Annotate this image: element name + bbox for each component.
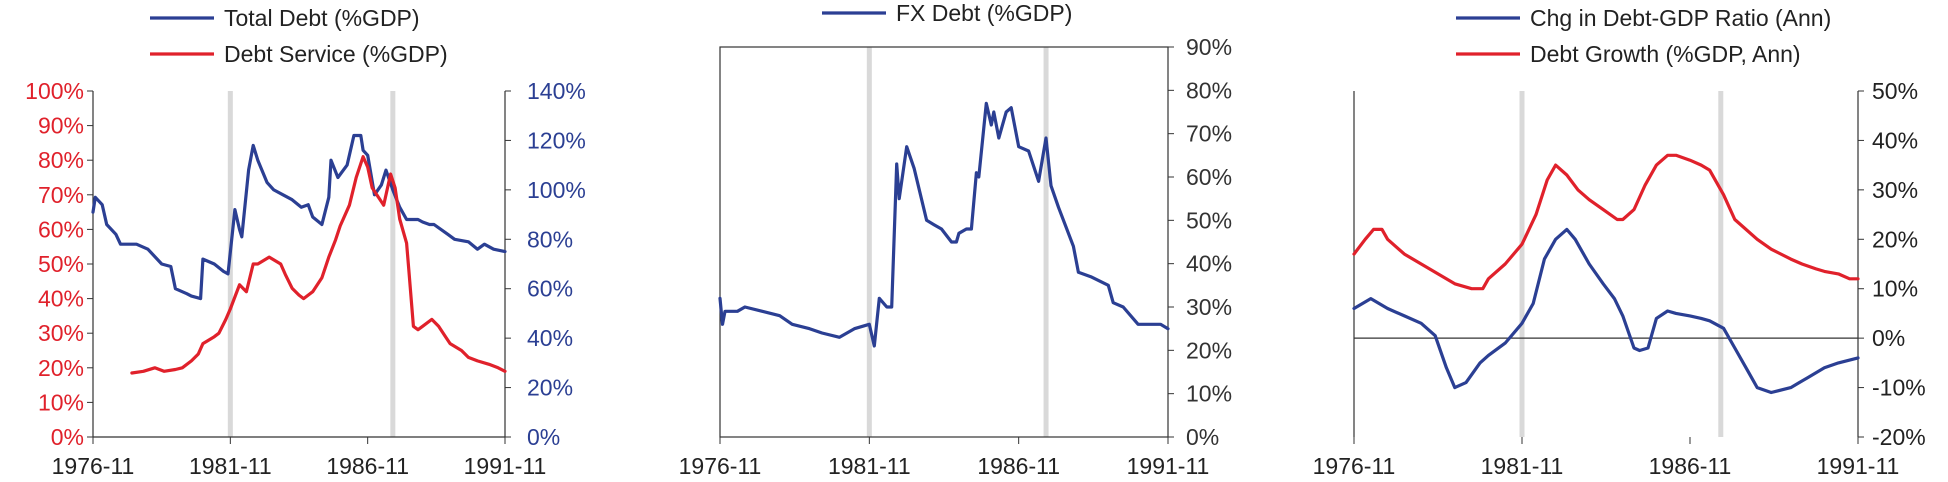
right-tick-label: 120% xyxy=(527,127,586,153)
series-line xyxy=(1352,227,1860,395)
left-tick-label: 90% xyxy=(38,113,84,139)
chart-3: -20% -10% 0% 10% 20% 30% 40% 50% 1976-11 1981-11 1… xyxy=(1313,5,1926,479)
right-tick-label: 0% xyxy=(527,424,560,450)
right-tick-label: 80% xyxy=(1186,77,1232,103)
right-tick-label: 40% xyxy=(527,325,573,351)
right-tick-label: 0% xyxy=(1186,424,1219,450)
series-line xyxy=(91,133,507,301)
chart-2: 0% 10% 20% 30% 40% 50% 60% 70% 80% 90% 1976-11 1981… xyxy=(679,0,1232,479)
left-tick-label: 40% xyxy=(38,286,84,312)
right-tick-label: -20% xyxy=(1872,424,1926,450)
legend-label: Total Debt (%GDP) xyxy=(224,5,420,31)
right-tick-label: 60% xyxy=(527,276,573,302)
right-tick-label: 60% xyxy=(1186,164,1232,190)
right-tick-label: 0% xyxy=(1872,325,1905,351)
x-tick-label: 1981-11 xyxy=(1481,453,1564,479)
x-tick-label: 1981-11 xyxy=(189,453,272,479)
x-tick-label: 1991-11 xyxy=(1817,453,1900,479)
plot-frame xyxy=(719,46,1169,438)
shaded-period-bar xyxy=(1718,91,1724,437)
legend-label: Chg in Debt-GDP Ratio (Ann) xyxy=(1530,5,1831,31)
shaded-period-bar xyxy=(1519,91,1525,437)
series-line xyxy=(1352,153,1860,291)
x-tick-label: 1991-11 xyxy=(464,453,547,479)
left-tick-label: 70% xyxy=(38,182,84,208)
right-tick-label: 100% xyxy=(527,177,586,203)
x-tick-label: 1976-11 xyxy=(679,453,762,479)
shaded-period-bar xyxy=(390,91,396,437)
legend-label: Debt Growth (%GDP, Ann) xyxy=(1530,41,1801,67)
legend-label: Debt Service (%GDP) xyxy=(224,41,448,67)
x-tick-label: 1991-11 xyxy=(1127,453,1210,479)
x-tick-label: 1986-11 xyxy=(326,453,409,479)
right-tick-label: 140% xyxy=(527,78,586,104)
left-tick-label: 50% xyxy=(38,251,84,277)
left-tick-label: 30% xyxy=(38,320,84,346)
right-tick-label: 70% xyxy=(1186,121,1232,147)
left-tick-label: 20% xyxy=(38,355,84,381)
right-tick-label: 90% xyxy=(1186,34,1232,60)
right-tick-label: 50% xyxy=(1872,78,1918,104)
right-tick-label: 10% xyxy=(1872,276,1918,302)
right-tick-label: 50% xyxy=(1186,207,1232,233)
shaded-period-bar xyxy=(866,47,872,437)
x-tick-label: 1976-11 xyxy=(52,453,135,479)
x-tick-label: 1976-11 xyxy=(1313,453,1396,479)
series-line xyxy=(718,101,1170,348)
shaded-period-bar xyxy=(1043,47,1049,437)
left-tick-label: 80% xyxy=(38,147,84,173)
right-tick-label: 20% xyxy=(527,375,573,401)
x-tick-label: 1986-11 xyxy=(977,453,1060,479)
left-tick-label: 60% xyxy=(38,216,84,242)
chart-1: 0% 10% 20% 30% 40% 50% 60% 70% 80% 90% 100% 0% 20% 40… xyxy=(25,5,586,479)
right-tick-label: 20% xyxy=(1186,337,1232,363)
left-tick-label: 0% xyxy=(51,424,84,450)
right-tick-label: 40% xyxy=(1872,127,1918,153)
right-tick-label: 10% xyxy=(1186,381,1232,407)
right-tick-label: -10% xyxy=(1872,375,1926,401)
right-tick-label: 30% xyxy=(1186,294,1232,320)
right-tick-label: 40% xyxy=(1186,251,1232,277)
series-line xyxy=(130,155,507,375)
legend-label: FX Debt (%GDP) xyxy=(896,0,1072,26)
left-tick-label: 10% xyxy=(38,389,84,415)
right-tick-label: 30% xyxy=(1872,177,1918,203)
right-tick-label: 80% xyxy=(527,226,573,252)
left-tick-label: 100% xyxy=(25,78,84,104)
x-tick-label: 1981-11 xyxy=(828,453,911,479)
right-tick-label: 20% xyxy=(1872,226,1918,252)
x-tick-label: 1986-11 xyxy=(1649,453,1732,479)
